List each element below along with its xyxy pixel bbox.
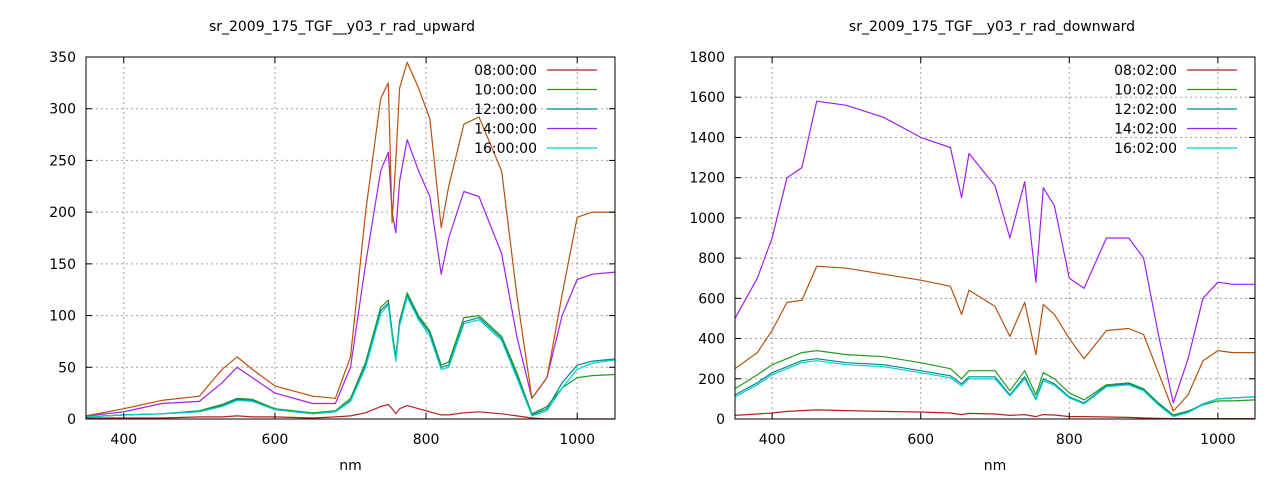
x-tick-label: 600 — [907, 432, 934, 448]
x-axis-label: nm — [339, 458, 362, 474]
chart-title: sr_2009_175_TGF__y03_r_rad_downward — [849, 19, 1135, 35]
series-line-08-00-00 — [86, 403, 615, 420]
y-tick-label: 150 — [49, 257, 76, 273]
chart-2: sr_2009_175_TGF__y03_r_rad_downward 400 60… — [689, 19, 1256, 474]
legend-label: 14:02:00 — [1114, 122, 1177, 138]
legend-label: 10:02:00 — [1114, 83, 1177, 99]
plot-frame — [85, 56, 616, 420]
plot-frame — [734, 56, 1256, 420]
y-tick-label: 250 — [49, 153, 76, 169]
y-tick-label: 0 — [716, 412, 725, 428]
y-tick-label: 1800 — [689, 50, 725, 66]
y-tick-label: 300 — [49, 102, 76, 118]
legend-label: 12:00:00 — [474, 102, 537, 118]
chart-title: sr_2009_175_TGF__y03_r_rad_upward — [209, 19, 475, 35]
x-tick-label: 600 — [262, 432, 289, 448]
x-tick-label: 400 — [759, 432, 786, 448]
series-line-unlabeled-5 — [734, 265, 1255, 412]
series-line-10-02-00 — [734, 350, 1256, 416]
series-line-unlabeled-5 — [85, 61, 615, 417]
y-tick-label: 1000 — [689, 211, 725, 227]
legend-label: 08:02:00 — [1114, 63, 1177, 79]
y-tick-label: 1400 — [689, 130, 725, 146]
legend-label: 16:00:00 — [474, 141, 537, 157]
series-line-14-00-00 — [85, 139, 616, 417]
y-tick-label: 50 — [58, 360, 76, 376]
chart-1: sr_2009_175_TGF__y03_r_rad_upward 400 600 8… — [49, 19, 616, 474]
y-tick-label: 200 — [49, 205, 76, 221]
y-tick-label: 0 — [67, 412, 76, 428]
x-tick-label: 1000 — [1200, 432, 1236, 448]
y-tick-label: 800 — [698, 251, 725, 267]
x-axis-label: nm — [984, 458, 1007, 474]
x-tick-label: 800 — [413, 432, 440, 448]
y-tick-label: 600 — [698, 291, 725, 307]
y-tick-label: 400 — [698, 332, 725, 348]
y-tick-label: 200 — [698, 372, 725, 388]
y-tick-label: 100 — [49, 309, 76, 325]
legend-label: 12:02:00 — [1114, 102, 1177, 118]
legend-label: 16:02:00 — [1114, 141, 1177, 157]
legend-label: 08:00:00 — [474, 63, 537, 79]
series-line-16-02-00 — [734, 360, 1256, 418]
legend-label: 10:00:00 — [474, 83, 537, 99]
x-tick-label: 400 — [110, 432, 137, 448]
y-tick-label: 350 — [49, 50, 76, 66]
series-line-14-02-00 — [734, 100, 1255, 404]
y-tick-label: 1200 — [689, 171, 725, 187]
series-line-16-00-00 — [85, 296, 616, 418]
x-tick-label: 800 — [1056, 432, 1083, 448]
legend-label: 14:00:00 — [474, 122, 537, 138]
x-tick-label: 1000 — [559, 432, 595, 448]
y-tick-label: 1600 — [689, 90, 725, 106]
